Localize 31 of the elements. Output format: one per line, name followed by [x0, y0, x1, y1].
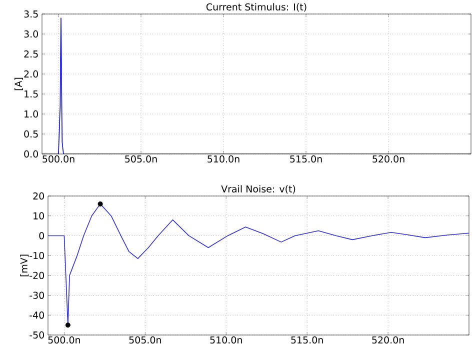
y-tick-label: -10 [30, 252, 44, 260]
y-tick-label: 3.0 [24, 30, 38, 38]
x-tick-label: 505.0n [129, 336, 161, 344]
y-tick-label: -20 [30, 272, 44, 280]
y-tick-label: 1.5 [24, 90, 38, 98]
x-tick-label: 500.0n [48, 336, 80, 344]
x-tick-label: 505.0n [125, 155, 157, 163]
y-tick-label: 0 [39, 232, 44, 240]
chart-title: Vrail Noise: v(t) [221, 185, 296, 194]
y-tick-label: 0.0 [24, 150, 38, 158]
y-tick-label: -30 [30, 292, 44, 299]
x-tick-label: 515.0n [291, 336, 323, 344]
y-tick-label: 2.0 [24, 70, 38, 78]
y-tick-label: 20 [33, 192, 44, 200]
chart-title: Current Stimulus: I(t) [206, 3, 306, 12]
y-axis-title: [mV] [20, 254, 29, 276]
y-tick-label: -40 [30, 312, 44, 319]
y-tick-label: 10 [34, 212, 44, 220]
y-tick-label: 2.5 [24, 50, 38, 58]
y-axis-title: [A] [14, 78, 23, 90]
x-tick-label: 500.0n [42, 155, 74, 163]
x-tick-label: 515.0n [290, 155, 322, 163]
x-tick-label: 510.0n [210, 336, 242, 344]
x-tick-label: 510.0n [208, 155, 240, 163]
line-series [42, 18, 472, 154]
x-tick-label: 520.0n [372, 336, 404, 344]
y-tick-label: 0.5 [24, 130, 38, 138]
x-tick-label: 520.0n [372, 155, 404, 163]
y-tick-label: 3.5 [24, 10, 38, 18]
y-tick-label: 1.0 [24, 110, 38, 118]
y-tick-label: -50 [30, 331, 44, 339]
